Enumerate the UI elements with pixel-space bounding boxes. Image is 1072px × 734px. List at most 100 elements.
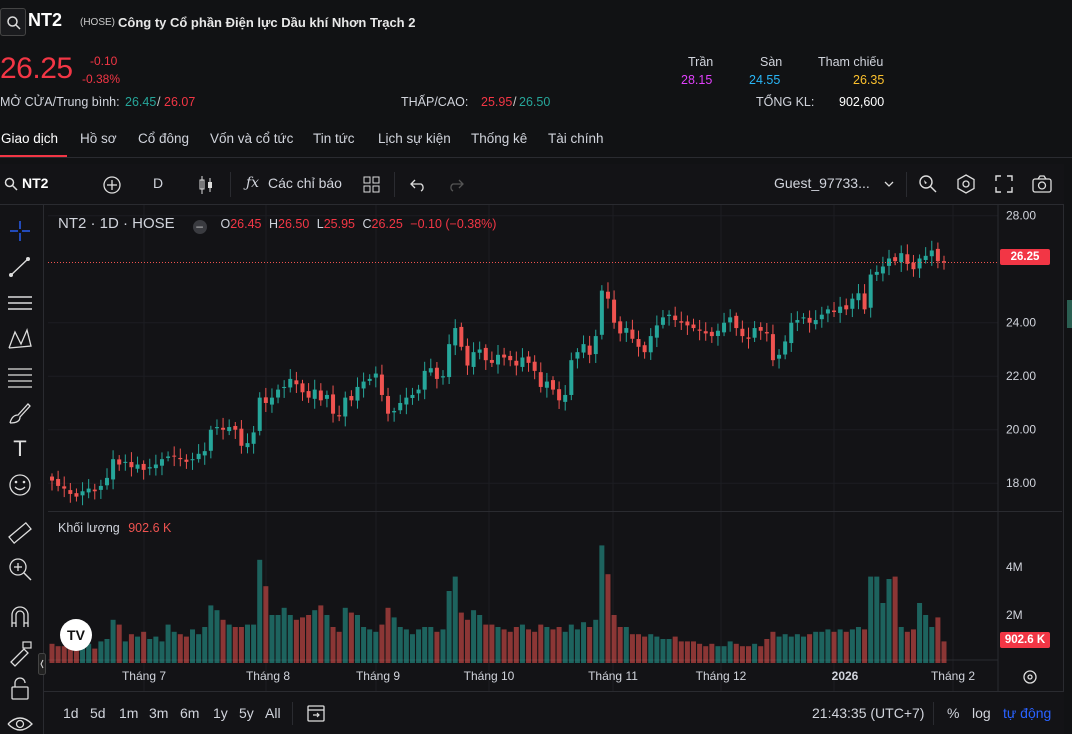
volume-bar [574,629,580,663]
candle [373,373,378,378]
volume-bar [122,641,128,663]
percent-toggle[interactable]: % [947,705,960,721]
volume-bar [348,612,354,663]
volume-bar [648,634,654,663]
horizontal-lines-icon[interactable] [6,289,34,317]
tab-giao-dich[interactable]: Giao dịch [1,131,59,146]
candle [184,459,189,462]
zoom-in-icon[interactable] [6,555,34,583]
legend-close: 26.25 [371,217,403,231]
legend-o-label: O [220,217,231,231]
tradingview-logo-icon[interactable]: TV [60,619,92,651]
eye-icon[interactable] [6,710,34,734]
open-avg-label: MỞ CỬA/Trung bình: [0,95,120,109]
pattern-icon[interactable] [6,326,34,354]
candle [434,367,439,379]
tab-tai-chinh[interactable]: Tài chính [548,131,604,146]
lock-drawing-icon[interactable] [6,639,34,667]
interval-button[interactable]: D [153,175,164,191]
time-axis-settings-icon[interactable] [1022,669,1038,685]
candles-icon[interactable] [197,175,215,195]
range-5d[interactable]: 5d [90,705,106,721]
volume-bar [86,643,92,663]
candle [777,354,782,359]
indicators-button[interactable]: Các chỉ báo [268,175,342,191]
tab-tin-tuc[interactable]: Tin tức [313,131,355,146]
tab-thong-ke[interactable]: Thống kê [471,131,528,146]
pane-separator[interactable] [48,511,1062,512]
lock-icon[interactable] [6,675,34,703]
camera-icon[interactable] [1032,175,1052,193]
range-1y[interactable]: 1y [213,705,228,721]
collapse-toolbar-icon[interactable] [38,653,46,675]
redo-icon[interactable] [448,178,464,192]
candle [581,344,586,353]
log-toggle[interactable]: log [972,705,991,721]
candle [795,320,800,323]
ruler-icon[interactable] [6,519,34,547]
legend-toggle-icon[interactable]: – [192,220,207,234]
search-icon[interactable] [4,177,18,191]
candle [447,344,452,378]
last-volume-badge: 902.6 K [1000,632,1050,648]
toolbar-symbol[interactable]: NT2 [22,175,49,191]
range-all[interactable]: All [265,705,281,721]
user-menu[interactable]: Guest_97733... [774,175,870,191]
volume-bar [281,607,287,663]
volume-bar [67,641,73,663]
range-1m[interactable]: 1m [119,705,139,721]
range-1d[interactable]: 1d [63,705,79,721]
undo-icon[interactable] [410,178,426,192]
indicators-icon[interactable]: ƒx [246,175,260,191]
fib-icon[interactable] [6,363,34,391]
date-range-icon[interactable] [306,703,326,723]
volume-bar [892,576,898,663]
volume-bar [251,624,257,663]
scrollbar-thumb[interactable] [1067,300,1072,328]
compare-add-icon[interactable] [102,175,122,195]
candle [593,336,598,355]
volume-bar [684,641,690,663]
candle [477,349,482,353]
magnet-icon[interactable] [6,603,34,631]
auto-scale-toggle[interactable]: tự động [1003,705,1052,721]
tab-co-dong[interactable]: Cổ đông [138,131,190,146]
volume-bar [452,576,458,663]
volume-bar [880,603,886,663]
candle [752,328,757,338]
volume-bar [745,646,751,663]
layout-grid-icon[interactable] [363,176,381,194]
quick-search-icon[interactable] [918,174,938,194]
tab-lich-su-kien[interactable]: Lịch sự kiện [378,131,451,146]
crosshair-icon[interactable] [6,217,34,245]
price-chart[interactable]: 28.00 24.00 22.00 20.00 18.00 4M 2M Tháng 7 Thán… [48,205,1062,691]
candle [202,451,207,456]
tab-ho-so[interactable]: Hồ sơ [80,131,117,146]
candle [850,298,855,309]
volume-bar [196,634,202,663]
clock[interactable]: 21:43:35 (UTC+7) [812,705,925,721]
fullscreen-icon[interactable] [995,175,1013,193]
volume-bar [562,631,568,663]
candle [282,386,287,389]
trend-line-icon[interactable] [6,253,34,281]
volume-bar [391,617,397,663]
candle [935,248,940,262]
brush-icon[interactable] [6,399,34,427]
volume-bar [672,636,678,663]
tab-von-co-tuc[interactable]: Vốn và cổ tức [210,131,294,146]
candle [245,443,250,448]
chevron-down-icon[interactable] [884,181,894,187]
candle [117,459,122,465]
range-3m[interactable]: 3m [149,705,169,721]
text-tool-icon[interactable]: T [13,436,27,461]
settings-icon[interactable] [956,174,976,194]
range-6m[interactable]: 6m [180,705,200,721]
symbol-search-button[interactable] [0,8,26,36]
range-5y[interactable]: 5y [239,705,254,721]
emoji-icon[interactable] [6,471,34,499]
chart-legend: NT2 · 1D · HOSE – O26.45 H26.50 L25.95 C… [58,215,496,234]
volume-bar [678,641,684,663]
candle [563,394,568,402]
section-tabs: Giao dịch Hồ sơ Cổ đông Vốn và cổ tức Ti… [0,128,1072,158]
